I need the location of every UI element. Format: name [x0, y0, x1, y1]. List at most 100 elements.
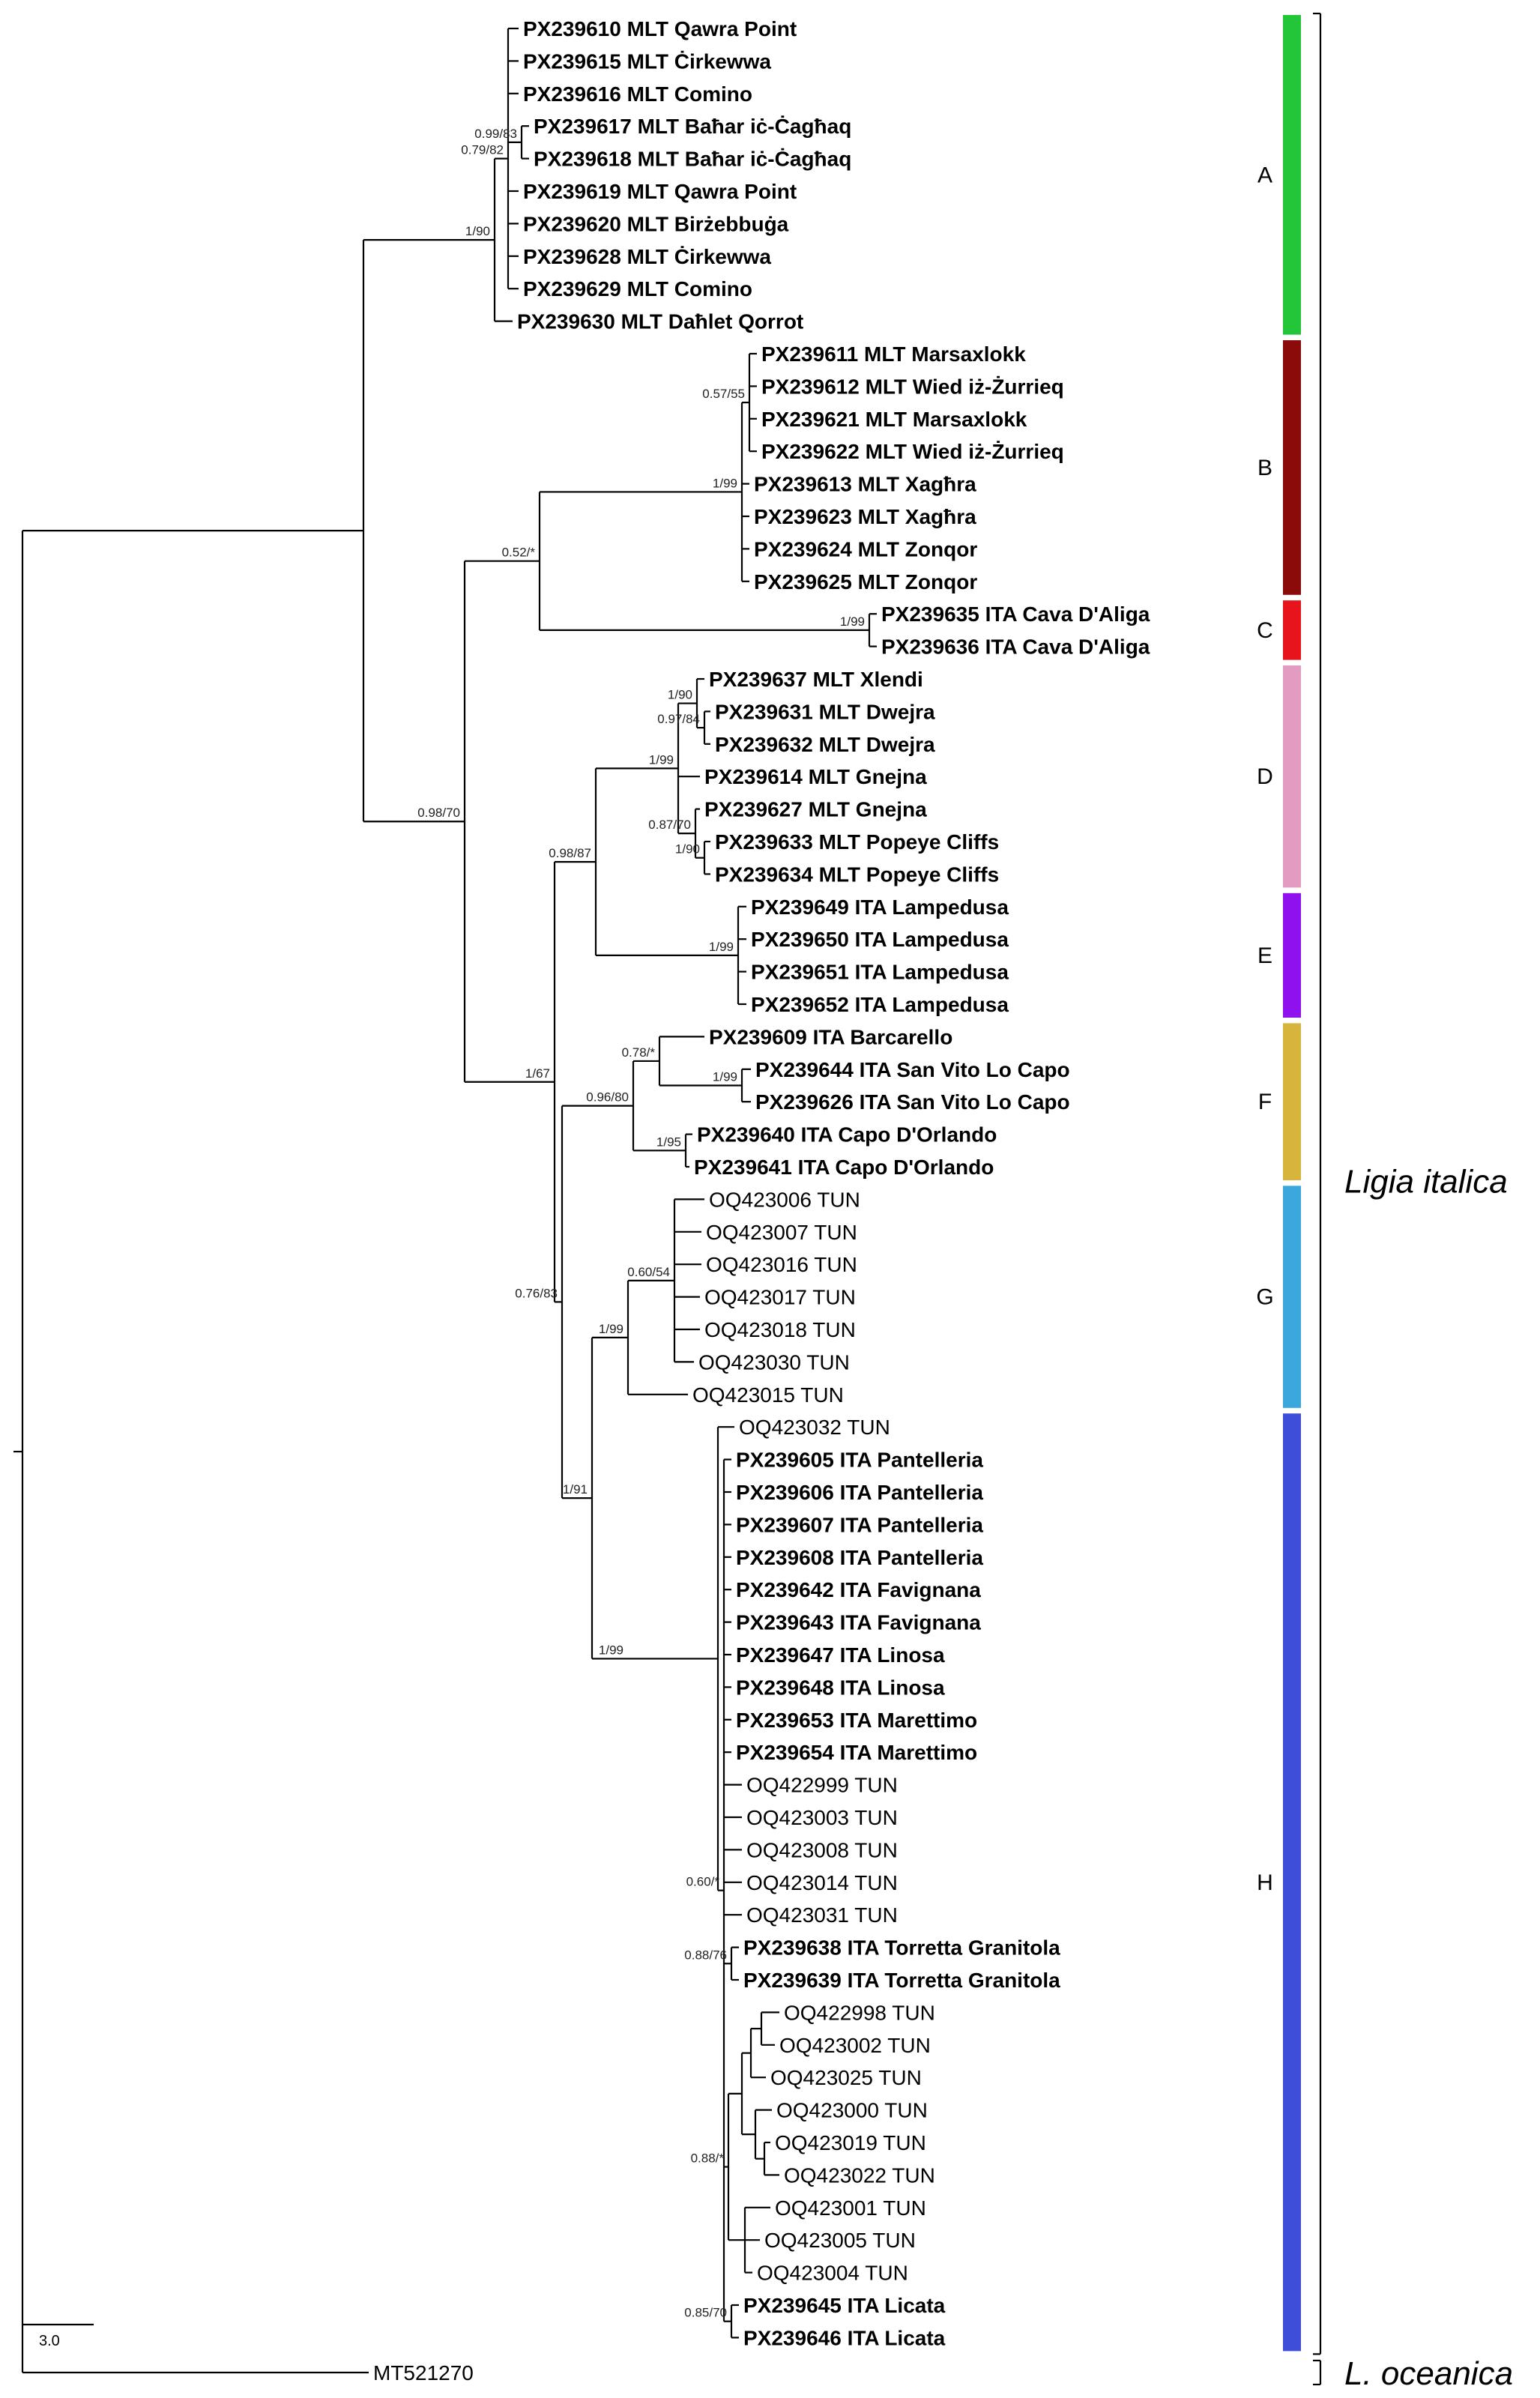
tip-label: PX239608 ITA Pantelleria: [736, 1546, 983, 1569]
tip-label: OQ423002 TUN: [779, 2034, 931, 2057]
tip-label: PX239620 MLT Birżebbuġa: [523, 212, 789, 235]
clade-letter: A: [1257, 163, 1272, 187]
support-value: 0.88/*: [691, 2151, 725, 2166]
tip-label: PX239613 MLT Xagħra: [754, 473, 976, 496]
tip-label: PX239644 ITA San Vito Lo Capo: [755, 1058, 1070, 1081]
tip-label: PX239628 MLT Ċirkewwa: [523, 245, 771, 268]
support-value: 1/99: [649, 752, 674, 767]
species-label-oceanica: L. oceanica: [1344, 2355, 1513, 2392]
tip-label: PX239617 MLT Baħar iċ-Ċagħaq: [534, 115, 851, 138]
clade-bar: [1283, 665, 1301, 888]
support-value: 1/99: [713, 476, 737, 490]
tip-label: PX239607 ITA Pantelleria: [736, 1513, 983, 1536]
support-value: 0.87/70: [648, 818, 691, 832]
support-value: 0.78/*: [622, 1045, 656, 1060]
clade-letter: C: [1257, 618, 1273, 643]
tip-label: OQ423003 TUN: [746, 1806, 898, 1829]
tree-branches: [13, 27, 877, 2374]
tip-label: PX239629 MLT Comino: [523, 277, 752, 300]
tip-label: PX239648 ITA Linosa: [736, 1676, 945, 1699]
support-value: 1/90: [668, 688, 692, 702]
tip-label: OQ423032 TUN: [739, 1416, 890, 1439]
tip-label: PX239622 MLT Wied iż-Żurrieq: [761, 440, 1064, 463]
tip-label: PX239633 MLT Popeye Cliffs: [715, 830, 999, 854]
tip-label: PX239651 ITA Lampedusa: [751, 961, 1009, 984]
support-value: 0.98/87: [549, 846, 591, 860]
clade-letter: E: [1257, 943, 1272, 968]
tip-label: MT521270: [373, 2361, 474, 2385]
tip-label: PX239612 MLT Wied iż-Żurrieq: [761, 375, 1064, 398]
tip-label: PX239635 ITA Cava D'Aliga: [881, 602, 1150, 626]
support-value: 1/91: [563, 1482, 588, 1497]
clade-letter: G: [1256, 1285, 1273, 1310]
species-label-italica: Ligia italica: [1344, 1164, 1508, 1200]
clade-bar: [1283, 15, 1301, 335]
tip-label: PX239642 ITA Favignana: [736, 1578, 981, 1601]
tip-label: OQ423018 TUN: [704, 1318, 856, 1341]
support-value: 0.99/83: [474, 127, 517, 141]
clade-bar: [1283, 893, 1301, 1018]
tip-label: PX239606 ITA Pantelleria: [736, 1481, 983, 1504]
support-value: 0.96/80: [586, 1090, 629, 1105]
tip-label: PX239619 MLT Qawra Point: [523, 180, 797, 203]
scale-bar: 3.0: [22, 2323, 94, 2349]
clade-bar: [1283, 1413, 1301, 2352]
tip-label: PX239615 MLT Ċirkewwa: [523, 49, 771, 73]
support-value: 1/99: [599, 1643, 623, 1657]
tip-label: PX239637 MLT Xlendi: [709, 668, 923, 691]
tip-label: OQ423031 TUN: [746, 1903, 898, 1927]
tip-label: PX239643 ITA Favignana: [736, 1611, 981, 1634]
tip-label: PX239654 ITA Marettimo: [736, 1741, 977, 1764]
tip-label: PX239638 ITA Torretta Granitola: [743, 1936, 1060, 1960]
support-value: 0.76/83: [515, 1286, 558, 1300]
tip-label: PX239630 MLT Daħlet Qorrot: [517, 310, 803, 333]
tip-label: OQ423016 TUN: [706, 1253, 857, 1276]
support-value: 1/90: [465, 224, 490, 238]
tip-label: PX239645 ITA Licata: [743, 2294, 946, 2317]
support-value: 0.97/84: [657, 712, 700, 726]
tip-label: PX239641 ITA Capo D'Orlando: [694, 1156, 994, 1179]
tip-label: PX239605 ITA Pantelleria: [736, 1449, 983, 1472]
tip-label: OQ423001 TUN: [775, 2196, 926, 2220]
scale-bar-label: 3.0: [39, 2333, 60, 2349]
clade-letter: F: [1258, 1090, 1272, 1114]
support-value: 0.60/54: [627, 1265, 670, 1279]
tip-label: PX239640 ITA Capo D'Orlando: [697, 1123, 997, 1147]
support-value: 0.85/70: [684, 2306, 727, 2320]
support-value: 0.79/82: [461, 143, 504, 157]
tip-label: OQ423004 TUN: [757, 2262, 908, 2285]
tip-label: OQ423000 TUN: [776, 2099, 928, 2122]
species-brackets: Ligia italica L. oceanica: [1313, 12, 1513, 2392]
tip-label: PX239646 ITA Licata: [743, 2326, 946, 2349]
clade-bar: [1283, 1023, 1301, 1180]
support-value: 1/99: [709, 940, 734, 954]
tip-label: OQ423007 TUN: [706, 1221, 857, 1244]
clade-bar: [1283, 600, 1301, 660]
tip-label: PX239618 MLT Baħar iċ-Ċagħaq: [534, 148, 851, 171]
tip-label: PX239639 ITA Torretta Granitola: [743, 1969, 1060, 1992]
tip-label: OQ423019 TUN: [775, 2131, 926, 2154]
tip-label: PX239632 MLT Dwejra: [715, 733, 935, 756]
support-value: 1/67: [525, 1066, 550, 1081]
clade-letter: B: [1257, 456, 1272, 480]
tip-label: OQ422998 TUN: [784, 2001, 935, 2024]
support-value: 0.88/76: [684, 1948, 727, 1962]
tip-label: PX239649 ITA Lampedusa: [751, 896, 1009, 919]
clade-bar: [1283, 340, 1301, 595]
tip-label: OQ423025 TUN: [770, 2066, 922, 2089]
support-value: 1/99: [840, 614, 865, 629]
support-value: 0.60/*: [686, 1875, 720, 1889]
tip-label: PX239610 MLT Qawra Point: [523, 17, 797, 40]
support-value: 0.98/70: [417, 806, 460, 820]
support-values: 0.99/83 0.79/82 1/90 0.57/55 1/99 1/99 0.52/* 0…: [417, 127, 865, 2320]
support-value: 0.57/55: [702, 387, 745, 401]
tip-label: PX239653 ITA Marettimo: [736, 1709, 977, 1732]
tip-label: PX239650 ITA Lampedusa: [751, 928, 1009, 951]
tip-label: PX239611 MLT Marsaxlokk: [761, 342, 1026, 366]
tip-label: OQ422999 TUN: [746, 1774, 898, 1797]
support-value: 1/99: [599, 1322, 623, 1336]
tip-label: OQ423006 TUN: [709, 1188, 860, 1211]
tip-label: PX239626 ITA San Vito Lo Capo: [755, 1090, 1070, 1114]
clade-letter: D: [1257, 764, 1273, 789]
